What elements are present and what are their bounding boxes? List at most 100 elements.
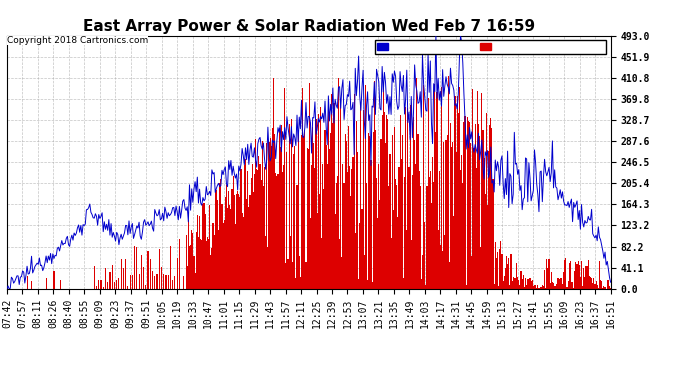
Bar [395,179,396,289]
Bar [502,280,504,289]
Bar [297,131,299,289]
Bar [443,142,444,289]
Bar [422,255,423,289]
Bar [585,266,586,289]
Bar [96,286,97,289]
Bar [347,172,348,289]
Bar [292,262,293,289]
Bar [554,286,555,289]
Bar [257,170,258,289]
Bar [356,121,357,289]
Bar [414,140,415,289]
Bar [240,169,241,289]
Bar [199,216,200,289]
Bar [315,118,317,289]
Bar [531,281,532,289]
Bar [434,84,435,289]
Bar [514,278,515,289]
Bar [224,220,225,289]
Bar [319,194,320,289]
Bar [177,258,178,289]
Bar [459,87,460,289]
Bar [291,119,292,289]
Bar [604,287,606,289]
Bar [254,174,255,289]
Bar [210,255,211,289]
Bar [419,171,420,289]
Bar [255,139,256,289]
Bar [279,147,281,289]
Bar [484,194,486,289]
Bar [543,286,544,289]
Title: East Array Power & Solar Radiation Wed Feb 7 16:59: East Array Power & Solar Radiation Wed F… [83,20,535,34]
Bar [268,142,270,289]
Bar [134,246,135,289]
Bar [541,287,542,289]
Bar [491,128,493,289]
Bar [569,263,570,289]
Bar [477,92,478,289]
Bar [294,146,295,289]
Bar [274,134,275,289]
Bar [561,278,562,289]
Bar [46,279,47,289]
Bar [529,278,531,289]
Bar [329,149,330,289]
Bar [267,248,268,289]
Bar [578,261,579,289]
Bar [580,278,581,289]
Bar [208,239,209,289]
Bar [386,115,387,289]
Bar [573,288,574,289]
Bar [410,105,411,289]
Bar [511,280,513,289]
Bar [215,190,216,289]
Bar [416,78,417,289]
Bar [272,128,273,289]
Bar [335,183,337,289]
Bar [237,191,238,289]
Bar [534,285,535,289]
Bar [535,285,536,289]
Bar [218,231,219,289]
Bar [574,270,575,289]
Bar [374,81,375,289]
Bar [550,282,551,289]
Bar [444,235,446,289]
Bar [187,266,188,289]
Bar [371,282,373,289]
Bar [532,280,533,289]
Bar [263,186,264,289]
Bar [342,164,344,289]
Bar [479,136,480,289]
Bar [196,232,197,289]
Bar [226,185,227,289]
Bar [583,268,584,289]
Bar [98,280,99,289]
Bar [421,279,422,289]
Bar [482,130,484,289]
Bar [564,260,565,289]
Bar [288,124,290,289]
Bar [310,218,311,289]
Bar [241,213,243,289]
Bar [553,283,554,289]
Bar [186,235,187,289]
Bar [461,155,462,289]
Bar [222,223,224,289]
Bar [207,237,208,289]
Bar [283,165,284,289]
Bar [302,88,303,289]
Bar [385,143,386,289]
Bar [520,271,522,289]
Bar [435,132,437,289]
Bar [259,164,261,289]
Bar [383,82,384,289]
Bar [489,126,490,289]
Bar [247,171,248,289]
Bar [116,280,117,289]
Bar [516,262,517,289]
Bar [216,190,217,289]
Bar [601,281,602,289]
Bar [584,277,585,289]
